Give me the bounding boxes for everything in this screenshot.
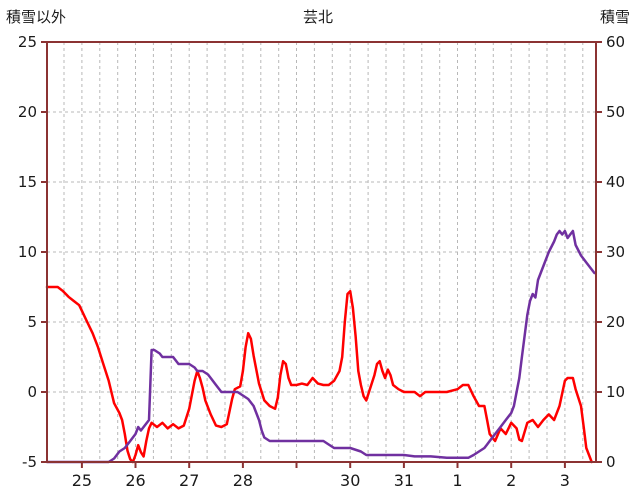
svg-text:15: 15 [18,173,37,191]
svg-text:25: 25 [18,33,37,51]
svg-text:20: 20 [18,103,37,121]
right-axis-title: 積雪 [599,8,630,26]
svg-text:5: 5 [27,313,37,331]
plot-frame [46,41,597,463]
svg-text:60: 60 [606,33,625,51]
svg-text:0: 0 [606,453,616,471]
svg-text:30: 30 [606,243,625,261]
chart-title: 芸北 [302,8,333,26]
series-line-1 [45,229,596,464]
svg-text:28: 28 [233,471,253,490]
left-axis-labels: 25 20 15 10 5 0 -5 [18,33,37,471]
svg-text:1: 1 [452,471,462,490]
svg-text:0: 0 [27,383,37,401]
svg-text:25: 25 [72,471,92,490]
right-axis-labels: 60 50 40 30 20 10 0 [606,33,625,471]
svg-text:40: 40 [606,173,625,191]
svg-text:10: 10 [18,243,37,261]
x-axis-labels: 25 26 27 28 30 31 1 2 3 [72,471,570,490]
svg-text:30: 30 [340,471,360,490]
svg-text:50: 50 [606,103,625,121]
left-axis-title: 積雪以外 [6,8,67,26]
tick-marks [41,41,602,468]
svg-text:-5: -5 [22,453,37,471]
horizontal-gridlines [47,111,596,393]
svg-text:31: 31 [394,471,414,490]
svg-text:20: 20 [606,313,625,331]
svg-text:27: 27 [179,471,199,490]
svg-text:10: 10 [606,383,625,401]
svg-text:26: 26 [125,471,145,490]
svg-text:2: 2 [506,471,516,490]
series-line-0 [45,285,593,464]
svg-text:3: 3 [560,471,570,490]
